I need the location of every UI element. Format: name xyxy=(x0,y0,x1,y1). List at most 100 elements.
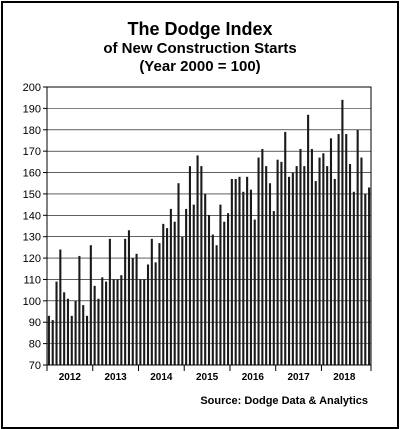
year-label-2017: 2017 xyxy=(287,372,310,383)
year-label-2015: 2015 xyxy=(196,372,219,383)
year-label-2016: 2016 xyxy=(242,372,265,383)
bar-70 xyxy=(314,181,317,365)
bar-55 xyxy=(257,157,260,365)
bar-57 xyxy=(265,166,268,365)
bar-51 xyxy=(242,191,245,365)
chart-title: The Dodge Index xyxy=(127,19,273,39)
bar-40 xyxy=(200,166,203,365)
bar-71 xyxy=(318,157,321,365)
y-tick-label-150: 150 xyxy=(23,189,41,201)
plot-area-border xyxy=(46,86,372,366)
bar-29 xyxy=(158,243,161,365)
bar-4 xyxy=(63,292,66,365)
bar-15 xyxy=(105,281,108,365)
bar-32 xyxy=(169,208,172,365)
bar-16 xyxy=(108,238,111,365)
bar-6 xyxy=(70,315,73,365)
bar-28 xyxy=(154,262,157,365)
bar-82 xyxy=(360,157,363,365)
bar-33 xyxy=(173,221,176,365)
bar-58 xyxy=(268,183,272,365)
bar-38 xyxy=(192,204,195,365)
y-tick-label-200: 200 xyxy=(23,82,41,94)
y-tick-label-70: 70 xyxy=(29,360,41,372)
bar-77 xyxy=(341,99,344,365)
title-block: The Dodge Index of New Construction Star… xyxy=(0,18,400,76)
bar-25 xyxy=(143,279,146,365)
y-tick-label-190: 190 xyxy=(23,103,41,115)
bar-75 xyxy=(333,178,336,365)
bar-64 xyxy=(291,172,294,365)
bar-17 xyxy=(112,279,115,365)
bar-54 xyxy=(253,219,256,365)
bar-12 xyxy=(93,285,96,365)
bar-10 xyxy=(85,315,89,365)
bar-36 xyxy=(185,208,188,365)
bar-11 xyxy=(89,245,92,365)
bar-0 xyxy=(47,315,50,365)
bar-61 xyxy=(280,161,283,365)
bar-31 xyxy=(166,228,169,365)
bar-9 xyxy=(82,305,85,365)
bar-74 xyxy=(329,138,333,365)
bar-80 xyxy=(352,191,355,365)
bar-27 xyxy=(150,238,153,365)
bar-79 xyxy=(348,163,352,365)
bar-45 xyxy=(219,204,222,365)
bar-21 xyxy=(127,230,131,365)
bar-43 xyxy=(211,234,214,365)
bar-67 xyxy=(303,166,306,365)
bar-30 xyxy=(162,223,165,365)
year-label-2013: 2013 xyxy=(104,372,127,383)
year-label-2014: 2014 xyxy=(150,372,173,383)
bar-22 xyxy=(131,258,134,365)
bar-24 xyxy=(139,279,142,365)
bar-37 xyxy=(188,166,191,365)
y-tick-label-90: 90 xyxy=(29,317,41,329)
y-tick-label-130: 130 xyxy=(23,232,41,244)
year-label-2018: 2018 xyxy=(333,372,356,383)
source-note: Source: Dodge Data & Analytics xyxy=(200,395,368,407)
bar-84 xyxy=(368,187,371,365)
bar-72 xyxy=(322,153,325,365)
bar-23 xyxy=(135,253,138,365)
y-axis: 70 80 90 100 110 120 130 140 150 160 170 180 190 200 xyxy=(23,82,47,372)
year-label-2012: 2012 xyxy=(59,372,82,383)
bar-1 xyxy=(51,320,54,365)
bar-59 xyxy=(272,211,275,365)
bar-62 xyxy=(284,131,287,365)
bar-53 xyxy=(249,189,252,365)
bar-60 xyxy=(276,159,279,365)
x-axis: 2012 2013 2014 2015 2016 2017 2018 xyxy=(46,365,372,383)
y-tick-label-80: 80 xyxy=(29,339,41,351)
bar-2 xyxy=(55,281,58,365)
bar-34 xyxy=(177,183,180,365)
bar-20 xyxy=(124,238,127,365)
bar-56 xyxy=(261,149,264,365)
bar-41 xyxy=(204,193,207,365)
bar-46 xyxy=(223,221,226,365)
bar-49 xyxy=(234,178,237,365)
y-tick-label-140: 140 xyxy=(23,210,41,222)
chart-subtitle-line-1: of New Construction Starts xyxy=(103,40,297,57)
bar-35 xyxy=(181,236,184,365)
bar-83 xyxy=(364,193,367,365)
bar-5 xyxy=(66,298,70,365)
bar-50 xyxy=(238,176,241,365)
bar-18 xyxy=(116,279,119,365)
bar-26 xyxy=(146,264,150,365)
bar-81 xyxy=(356,129,359,365)
y-tick-label-100: 100 xyxy=(23,296,41,308)
y-tick-label-180: 180 xyxy=(23,125,41,137)
bar-8 xyxy=(78,255,81,365)
bar-3 xyxy=(59,249,62,365)
bar-7 xyxy=(74,300,77,365)
bar-78 xyxy=(345,134,348,365)
bar-47 xyxy=(227,213,230,365)
y-tick-label-160: 160 xyxy=(23,168,41,180)
bar-13 xyxy=(97,298,100,365)
bar-19 xyxy=(120,275,123,365)
y-tick-label-120: 120 xyxy=(23,253,41,265)
bar-69 xyxy=(310,149,313,365)
